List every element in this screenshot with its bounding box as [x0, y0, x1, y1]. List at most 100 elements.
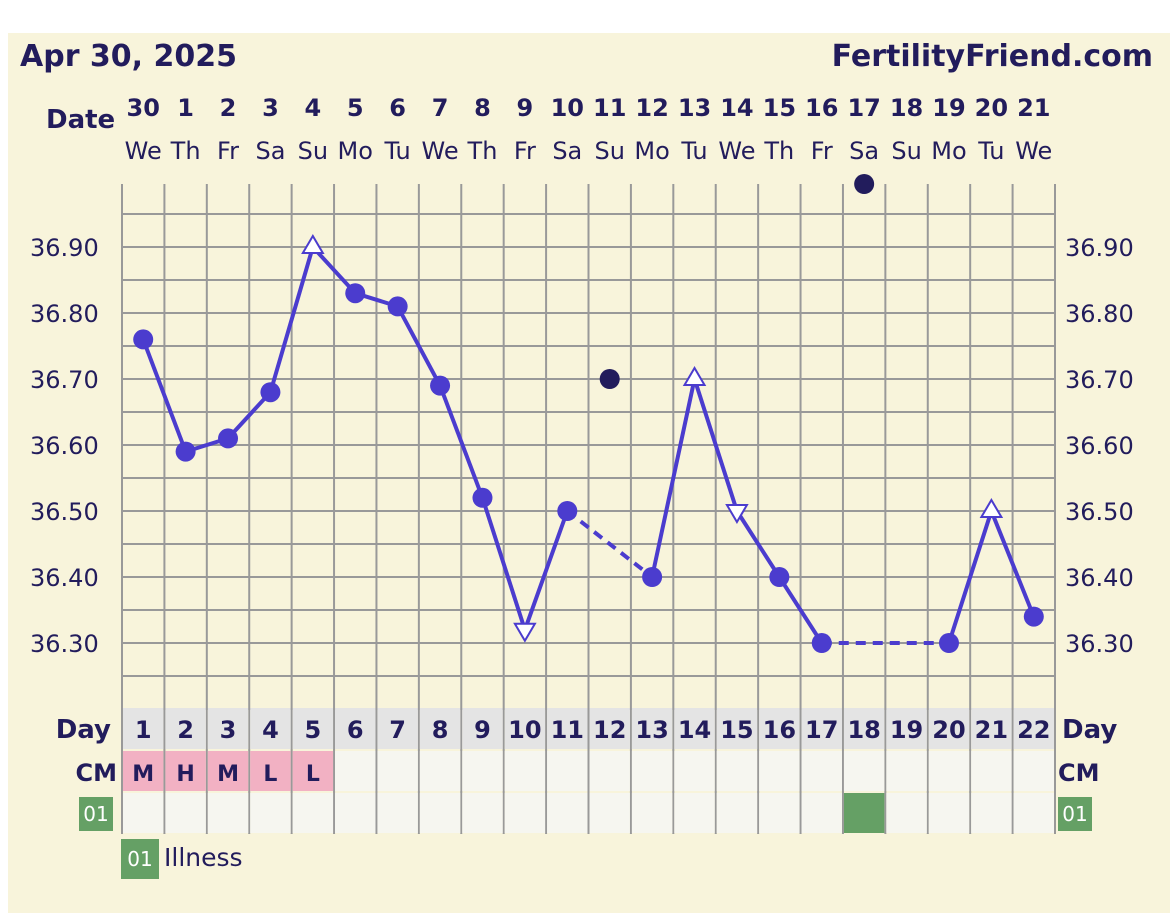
cm-cell [207, 751, 249, 791]
weekday: Mo [931, 137, 966, 165]
custom-cell [250, 793, 291, 833]
day-cell [801, 708, 842, 749]
temp-point [1023, 606, 1044, 627]
cm-cell [335, 751, 376, 791]
custom-cell [759, 793, 800, 833]
date-number: 5 [347, 94, 364, 122]
day-cell [547, 708, 588, 749]
temp-triangle-up [979, 498, 1004, 518]
date-number: 14 [720, 94, 753, 122]
custom-cell [462, 793, 503, 833]
temp-point [133, 329, 154, 350]
bbt-chart: Apr 30, 2025 FertilityFriend.com Date Da… [20, 39, 1153, 879]
weekday: Sa [849, 137, 879, 165]
custom-cell [547, 793, 588, 833]
day-cell [631, 708, 673, 749]
day-cell [759, 708, 800, 749]
weekday: Sa [255, 137, 285, 165]
day-cell [589, 708, 630, 749]
custom-cell [716, 793, 758, 833]
custom-cell [419, 793, 461, 833]
temp-point [811, 633, 832, 653]
day-cell [419, 708, 461, 749]
custom-cell [589, 793, 630, 833]
cm-cell [631, 751, 673, 791]
cm-cell [674, 751, 715, 791]
temp-triangle-up [301, 234, 325, 254]
day-number: 9 [474, 716, 491, 744]
cm-cell [250, 751, 291, 791]
day-number: 2 [177, 716, 194, 744]
date-label: Date [46, 105, 115, 135]
temp-line [141, 338, 188, 453]
day-cell [886, 708, 927, 749]
y-tick-right: 36.70 [1065, 366, 1134, 394]
weekday: We [718, 137, 755, 165]
dark-dot-marker [854, 174, 875, 194]
temp-line [989, 510, 1036, 618]
cm-value: M [217, 762, 239, 787]
temp-line [523, 510, 570, 631]
custom-cell [631, 793, 673, 833]
custom-cell [207, 793, 249, 833]
dark-dot-marker [599, 369, 620, 389]
chart-date: Apr 30, 2025 [20, 39, 237, 74]
date-number: 4 [304, 94, 321, 122]
temp-line [311, 245, 357, 295]
y-tick-right: 36.30 [1065, 630, 1134, 658]
weekday: Fr [217, 137, 239, 165]
day-number: 7 [389, 716, 406, 744]
temp-line [268, 246, 315, 393]
temp-point [218, 428, 239, 449]
date-number: 16 [805, 94, 838, 122]
custom-cell [843, 793, 885, 833]
date-number: 21 [1017, 94, 1050, 122]
day-number: 8 [432, 716, 449, 744]
custom-cell [801, 793, 842, 833]
temp-line [226, 390, 272, 440]
cm-cell [123, 751, 164, 791]
weekday: Th [467, 137, 498, 165]
cm-cell [759, 751, 800, 791]
temp-point [472, 487, 493, 508]
y-tick-left: 36.40 [30, 564, 99, 592]
date-number: 12 [635, 94, 668, 122]
day-cell [377, 708, 418, 749]
date-number: 18 [890, 94, 923, 122]
cm-cell [419, 751, 461, 791]
day-number: 15 [720, 716, 753, 744]
day-cell [462, 708, 503, 749]
y-tick-right: 36.60 [1065, 432, 1134, 460]
legend-code-box [121, 839, 159, 879]
temp-line [692, 378, 739, 512]
weekday: Tu [680, 137, 707, 165]
temp-line [480, 497, 527, 631]
custom-cell [504, 793, 546, 833]
weekday: Tu [384, 137, 411, 165]
cm-cell [971, 751, 1012, 791]
day-number: 5 [304, 716, 321, 744]
cm-value: L [263, 762, 277, 787]
weekday: Mo [634, 137, 669, 165]
y-tick-left: 36.90 [30, 234, 99, 262]
cm-cell [716, 751, 758, 791]
day-cell [292, 708, 334, 749]
fertility-chart: Apr 30, 2025 FertilityFriend.com Date Da… [8, 33, 1170, 913]
weekday: Tu [977, 137, 1004, 165]
date-number: 3 [262, 94, 279, 122]
custom-cell [165, 793, 206, 833]
date-number: 6 [389, 94, 406, 122]
temp-point [175, 441, 196, 462]
date-number: 1 [177, 94, 194, 122]
y-tick-left: 36.80 [30, 300, 99, 328]
day-cell [928, 708, 970, 749]
temp-line [777, 575, 824, 645]
weekday: Mo [338, 137, 373, 165]
temp-line [395, 305, 442, 387]
day-number: 3 [220, 716, 237, 744]
legend-code: 01 [127, 847, 152, 871]
temp-triangle-up [682, 366, 707, 386]
day-cell [971, 708, 1012, 749]
day-cell [207, 708, 249, 749]
date-number: 2 [220, 94, 237, 122]
